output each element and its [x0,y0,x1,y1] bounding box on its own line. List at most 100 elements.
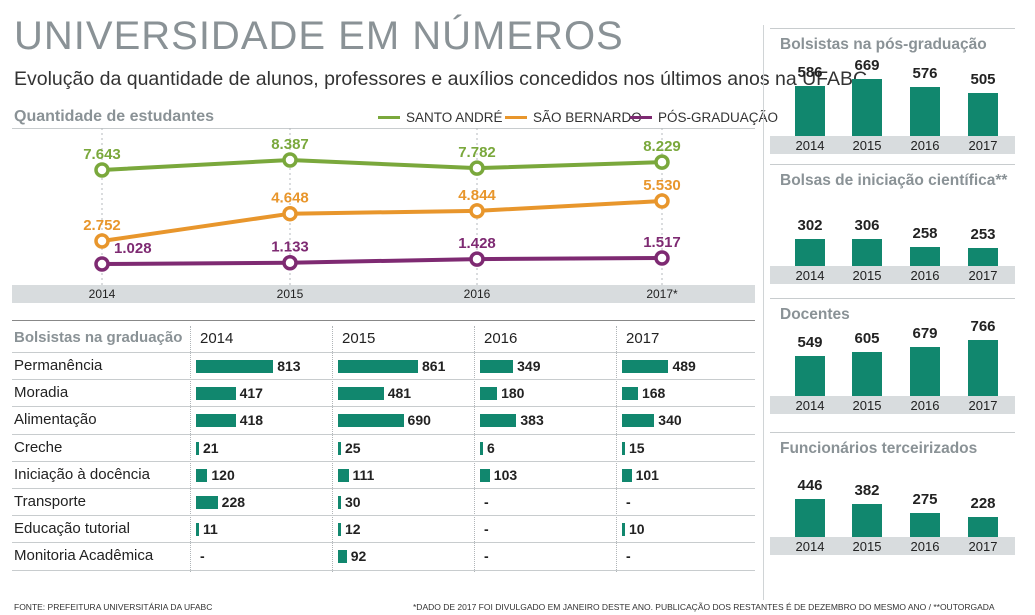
cell-value: 120 [211,466,235,483]
side-bar [795,498,825,537]
year-header: 2017 [626,330,660,347]
side-bar [968,340,998,396]
side-bar [852,352,882,396]
legend-swatch-orange [505,116,527,119]
side-bar-value: 446 [797,476,823,494]
row-rule [12,542,755,544]
data-point [469,160,485,176]
cell-bar [480,414,517,428]
side-year-label: 2015 [852,268,882,283]
line-chart-title: Quantidade de estudantes [14,108,215,125]
side-year-label: 2015 [852,539,882,554]
data-label: 4.648 [271,190,309,207]
data-label: 1.133 [271,239,309,256]
data-label: 8.229 [643,138,681,155]
cell-value: 813 [277,358,301,374]
data-point [469,251,485,267]
side-axis-band [770,396,1015,414]
table-top-rule [12,320,755,321]
legend-swatch-purple [630,116,652,119]
row-rule [12,352,755,353]
side-bar [795,85,825,136]
cell-value: 861 [422,358,446,374]
cell-bar [196,360,274,373]
cell-value: 25 [345,439,361,456]
data-point [94,162,110,178]
side-bar-value: 576 [912,64,938,82]
data-label: 5.530 [643,177,681,194]
cell-bar [338,414,404,428]
cell-value: 418 [239,412,264,429]
side-bar-value: 258 [912,224,938,242]
cell-bar [480,441,483,455]
x-tick-label: 2017* [646,287,678,301]
side-bar-value: 549 [797,334,823,352]
side-rule [770,298,1015,299]
legend-label: SÃO BERNARDO [533,110,642,125]
side-year-label: 2016 [910,138,940,153]
side-year-label: 2014 [795,138,825,153]
legend-label: SANTO ANDRÉ [406,110,503,125]
row-label: Transporte [14,493,86,510]
cell-bar [622,360,669,373]
cell-value: 10 [629,521,645,538]
side-bar-value: 382 [854,482,880,500]
side-bar-value: 669 [854,56,880,74]
cell-value: - [484,494,489,510]
footer-note: *DADO DE 2017 FOI DIVULGADO EM JANEIRO D… [413,602,995,612]
cell-value: 417 [239,385,263,402]
cell-value: 340 [658,412,682,429]
cell-value: 180 [501,385,525,402]
cell-value: 92 [350,548,367,565]
data-point [282,205,298,222]
side-bar-value: 306 [854,216,880,234]
side-year-label: 2014 [795,539,825,554]
row-label: Iniciação à docência [14,465,150,483]
data-point [94,233,110,249]
side-rule [770,432,1015,433]
cell-value: - [484,548,489,565]
side-year-label: 2015 [852,138,882,153]
side-year-label: 2014 [795,398,825,413]
series-line [101,256,663,266]
data-label: 1.517 [643,234,681,251]
row-label: Educação tutorial [14,520,130,538]
side-axis-band [770,136,1015,154]
cell-value: 489 [672,358,696,374]
cell-bar [622,468,632,482]
cell-value: 15 [629,439,645,456]
cell-bar [338,523,341,537]
side-year-label: 2016 [910,539,940,554]
cell-value: - [200,548,205,565]
cell-value: 6 [487,439,495,456]
data-label: 1.028 [114,240,152,257]
cell-bar [622,387,638,401]
data-point [282,152,298,168]
cell-bar [480,387,498,401]
x-tick-label: 2014 [89,287,116,301]
data-label: 1.428 [458,235,496,252]
side-bar [852,238,882,266]
cell-value: 349 [517,358,541,374]
cell-value: 103 [493,466,518,483]
side-chart-title: Bolsistas na pós-graduação [780,36,987,53]
series-line [101,157,663,172]
row-label: Moradia [14,384,69,402]
section-divider [12,128,755,129]
side-rule [770,28,1015,29]
table-header: Bolsistas na graduação [14,329,183,346]
side-bar [795,239,825,266]
data-label: 8.387 [271,136,309,153]
side-year-label: 2014 [795,268,825,283]
year-header: 2015 [342,330,376,347]
cell-value: 12 [345,521,361,538]
legend-label: PÓS-GRADUAÇÃO [658,110,779,125]
side-bar-value: 302 [797,217,823,235]
cell-bar [338,468,349,482]
side-bar [910,346,940,396]
side-year-label: 2016 [910,268,940,283]
side-bar-value: 605 [854,330,880,348]
data-point [654,193,670,209]
side-chart-title: Docentes [780,306,850,323]
side-year-label: 2017 [968,268,998,283]
